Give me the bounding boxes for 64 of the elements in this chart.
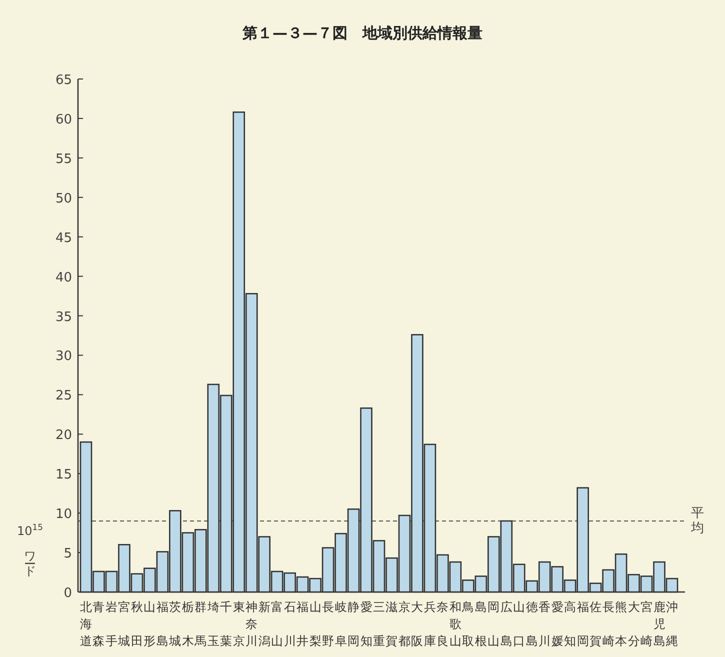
category: 福井 bbox=[296, 600, 309, 648]
y-tick-label: 40 bbox=[55, 270, 72, 286]
y-tick-label: 0 bbox=[64, 586, 72, 601]
ref-line-label: 平均 bbox=[690, 506, 704, 536]
category: 秋田 bbox=[130, 600, 143, 648]
category: 大阪 bbox=[411, 600, 424, 648]
category: 岡山 bbox=[488, 600, 500, 648]
category: 群馬 bbox=[194, 600, 207, 648]
category: 青森 bbox=[92, 600, 105, 648]
category: 愛知 bbox=[360, 600, 372, 648]
category: 香川 bbox=[538, 600, 551, 648]
y-tick-label: 5 bbox=[64, 546, 72, 562]
category: 鹿児島 bbox=[653, 600, 666, 648]
category: 山梨 bbox=[309, 600, 322, 648]
y-tick-label: 30 bbox=[55, 349, 72, 364]
category: 和歌山 bbox=[449, 600, 462, 648]
category: 兵庫 bbox=[424, 600, 436, 648]
category: 神奈川 bbox=[246, 600, 258, 648]
category: 石川 bbox=[284, 600, 296, 648]
category: 岩手 bbox=[105, 600, 118, 648]
y-tick-label: 10 bbox=[55, 507, 72, 522]
category: 熊本 bbox=[615, 600, 628, 648]
category: 岐阜 bbox=[334, 600, 347, 648]
category: 滋賀 bbox=[386, 600, 398, 648]
category: 千葉 bbox=[220, 600, 232, 648]
category: 奈良 bbox=[436, 600, 449, 648]
category: 埼玉 bbox=[207, 600, 220, 648]
category: 北海道 bbox=[80, 600, 92, 648]
category: 山口 bbox=[513, 600, 526, 648]
y-tick-label: 20 bbox=[55, 428, 72, 444]
y-tick-label: 15 bbox=[55, 468, 72, 483]
category: 山形 bbox=[144, 600, 156, 648]
category: 高知 bbox=[564, 600, 576, 648]
y-tick-label: 65 bbox=[55, 73, 72, 88]
category: 宮城 bbox=[118, 600, 130, 648]
category: 東京 bbox=[232, 600, 245, 648]
chart-title: 第１—３—７図 地域別供給情報量 bbox=[242, 24, 482, 42]
y-tick-label: 60 bbox=[55, 112, 72, 128]
category: 茨城 bbox=[169, 600, 182, 648]
category: 徳島 bbox=[526, 600, 538, 648]
category: 沖縄 bbox=[666, 600, 678, 648]
y-tick-label: 50 bbox=[55, 191, 72, 206]
y-tick-label: 35 bbox=[55, 310, 72, 325]
y-tick-label: 25 bbox=[55, 388, 72, 404]
category: 長崎 bbox=[602, 600, 614, 648]
category: 愛媛 bbox=[551, 600, 564, 648]
category: 大分 bbox=[628, 600, 640, 648]
y-tick-label: 45 bbox=[55, 230, 72, 246]
y-tick-label: 55 bbox=[55, 152, 72, 167]
category: 福岡 bbox=[576, 600, 589, 648]
category: 宮崎 bbox=[640, 600, 653, 648]
category: 静岡 bbox=[348, 600, 360, 648]
category: 島根 bbox=[474, 600, 487, 648]
category: 広島 bbox=[500, 600, 512, 648]
category: 三重 bbox=[373, 600, 385, 648]
category: 長野 bbox=[322, 600, 334, 648]
category: 栃木 bbox=[182, 600, 194, 648]
category: 鳥取 bbox=[462, 600, 474, 648]
category: 富山 bbox=[271, 600, 284, 648]
category: 福島 bbox=[156, 600, 168, 648]
category: 佐賀 bbox=[590, 600, 602, 648]
category: 新潟 bbox=[258, 600, 270, 648]
ylabel: 10$^{15}$ ワード bbox=[17, 522, 43, 571]
category: 京都 bbox=[398, 600, 410, 648]
